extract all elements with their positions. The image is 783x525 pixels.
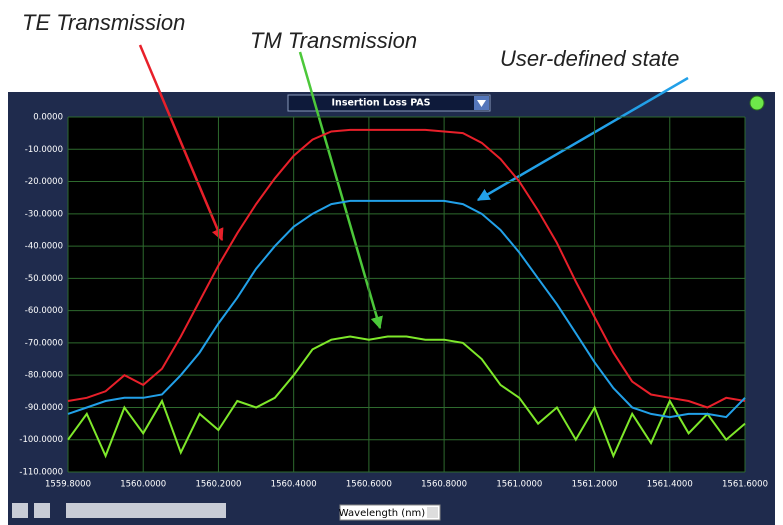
series-line (67, 128, 746, 409)
x-tick-label: 1560.4000 (271, 480, 317, 490)
annotation: TM Transmission (250, 28, 417, 53)
y-tick-label: 0.0000 (33, 113, 63, 123)
toolbar (12, 503, 226, 518)
y-tick-label: -30.0000 (25, 209, 63, 219)
arrow (138, 44, 224, 242)
y-tick-label: -20.0000 (25, 177, 63, 187)
x-tick-label: 1560.8000 (421, 480, 467, 490)
x-tick-label: 1560.6000 (346, 480, 392, 490)
annotation: TE Transmission (22, 10, 185, 35)
x-tick-label: 1560.0000 (120, 480, 166, 490)
plot-area (68, 117, 745, 472)
y-tick-label: -100.0000 (19, 435, 63, 445)
tool-button[interactable] (12, 503, 28, 518)
tool-palette[interactable] (66, 503, 226, 518)
tool-button[interactable] (34, 503, 50, 518)
x-tick-label: 1561.6000 (722, 480, 768, 490)
annotation: User-defined state (500, 46, 679, 71)
y-tick-label: -40.0000 (25, 242, 63, 252)
series-line (67, 199, 746, 419)
x-axis-selector[interactable] (339, 504, 441, 521)
x-tick-label: 1561.4000 (647, 480, 693, 490)
status-led (749, 95, 765, 111)
x-axis-label: Wavelength (nm) (339, 508, 425, 519)
selector-arrow (477, 100, 486, 107)
x-tick-label: 1561.2000 (572, 480, 618, 490)
y-tick-label: -60.0000 (25, 306, 63, 316)
arrow (298, 51, 383, 330)
y-tick-label: -50.0000 (25, 274, 63, 284)
y-tick-label: -110.0000 (19, 468, 63, 478)
x-tick-label: 1560.2000 (195, 480, 241, 490)
y-tick-label: -70.0000 (25, 338, 63, 348)
arrow (476, 76, 689, 202)
y-tick-label: -90.0000 (25, 403, 63, 413)
plot-selector-label: Insertion Loss PAS (332, 98, 431, 109)
x-tick-label: 1559.8000 (45, 480, 91, 490)
series-line (67, 335, 746, 459)
y-tick-label: -80.0000 (25, 371, 63, 381)
x-tick-label: 1561.0000 (496, 480, 542, 490)
y-tick-label: -10.0000 (25, 145, 63, 155)
plot-selector[interactable] (287, 94, 491, 112)
x-axis-selector-button[interactable] (427, 507, 438, 518)
